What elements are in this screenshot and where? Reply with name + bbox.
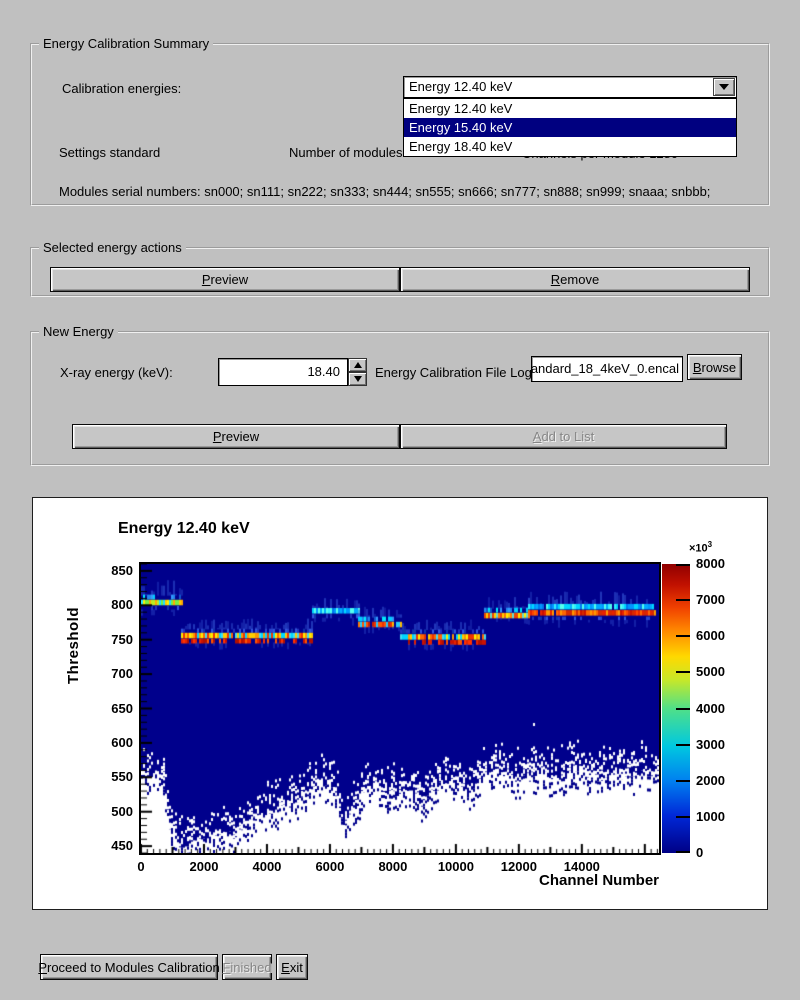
threshold-histogram-canvas	[139, 562, 661, 855]
x-tick-label: 10000	[437, 859, 474, 874]
dropdown-list: Energy 12.40 keV Energy 15.40 keV Energy…	[403, 98, 737, 157]
new-energy-group: New Energy X-ray energy (keV): 18.40 Ene…	[30, 324, 770, 466]
colorbar-scale-label: ×103	[689, 540, 713, 555]
modules-serial-numbers-label: Modules serial numbers: sn000; sn111; sn…	[59, 184, 711, 199]
x-tick-label: 8000	[378, 859, 408, 874]
y-tick-label: 500	[111, 803, 133, 819]
x-tick-label: 2000	[189, 859, 219, 874]
settings-standard-label: Settings standard	[59, 145, 161, 160]
xray-energy-spinner	[348, 358, 367, 386]
chevron-up-icon	[353, 362, 362, 368]
xray-energy-input[interactable]: 18.40	[218, 358, 348, 386]
colorbar-tick	[676, 599, 690, 602]
colorbar-tick	[676, 707, 690, 710]
y-tick-label: 700	[111, 666, 133, 682]
x-tick-label: 12000	[500, 859, 537, 874]
y-tick-label: 450	[111, 838, 133, 854]
colorbar-tick	[676, 851, 690, 853]
combobox-dropdown-button[interactable]	[713, 78, 735, 96]
y-tick-label: 750	[111, 631, 133, 647]
colorbar-tick-label: 2000	[696, 772, 725, 788]
summary-group: Energy Calibration Summary Calibration e…	[30, 36, 770, 206]
actions-group-title: Selected energy actions	[43, 240, 182, 255]
colorbar-tick	[676, 779, 690, 782]
dropdown-item-energy-12-40[interactable]: Energy 12.40 keV	[409, 101, 513, 116]
file-log-input[interactable]: standard_18_4keV_0.encal	[531, 356, 683, 382]
colorbar-tick	[676, 635, 690, 638]
x-tick-label: 4000	[252, 859, 282, 874]
y-tick-label: 650	[111, 700, 133, 716]
colorbar-tick-label: 6000	[696, 628, 725, 644]
y-tick-label: 600	[111, 734, 133, 750]
colorbar-tick-label: 7000	[696, 592, 725, 608]
calibration-energies-combobox[interactable]: Energy 12.40 keV	[403, 76, 737, 98]
colorbar-tick	[676, 564, 690, 566]
x-tick-label: 14000	[563, 859, 600, 874]
colorbar-tick-label: 5000	[696, 664, 725, 680]
colorbar-tick-label: 4000	[696, 700, 725, 716]
dropdown-item-energy-18-40[interactable]: Energy 18.40 keV	[409, 139, 513, 154]
file-log-label: Energy Calibration File Log	[375, 365, 532, 380]
spinner-down-button[interactable]	[348, 372, 367, 386]
number-of-modules-label: Number of modules 12	[289, 145, 421, 160]
y-tick-label: 850	[111, 562, 133, 578]
colorbar-tick-label: 0	[696, 845, 704, 860]
chevron-down-icon	[353, 376, 362, 382]
colorbar-tick	[676, 671, 690, 674]
spinner-up-button[interactable]	[348, 358, 367, 372]
x-tick-label: 0	[137, 859, 145, 874]
combobox-value: Energy 12.40 keV	[409, 79, 513, 94]
colorbar-tick-label: 8000	[696, 556, 725, 571]
plot-title: Energy 12.40 keV	[118, 520, 250, 537]
x-tick-label: 6000	[315, 859, 345, 874]
colorbar-tick-label: 3000	[696, 736, 725, 752]
colorbar-tick-label: 1000	[696, 808, 725, 824]
new-energy-group-title: New Energy	[43, 324, 114, 339]
dropdown-item-energy-15-40[interactable]: Energy 15.40 keV	[404, 118, 736, 137]
calibration-plot: Energy 12.40 keV Threshold Channel Numbe…	[32, 497, 768, 910]
colorbar-tick	[676, 743, 690, 746]
y-tick-label: 550	[111, 769, 133, 785]
calibration-energies-label: Calibration energies:	[62, 81, 182, 96]
plot-x-axis-label: Channel Number	[538, 872, 659, 889]
xray-energy-label: X-ray energy (keV):	[60, 365, 173, 380]
chevron-down-icon	[719, 84, 729, 90]
summary-group-title: Energy Calibration Summary	[43, 36, 210, 51]
colorbar-tick	[676, 815, 690, 818]
y-tick-label: 800	[111, 597, 133, 613]
